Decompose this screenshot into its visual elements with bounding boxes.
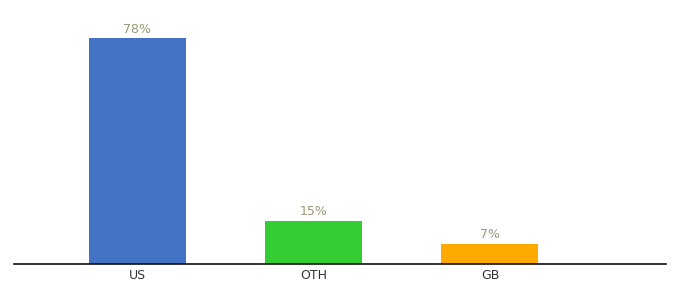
Bar	[265, 220, 362, 264]
Text: 78%: 78%	[123, 23, 151, 36]
Text: 7%: 7%	[480, 228, 500, 242]
Bar	[88, 38, 186, 264]
Text: 15%: 15%	[300, 205, 328, 218]
Bar	[441, 244, 539, 264]
